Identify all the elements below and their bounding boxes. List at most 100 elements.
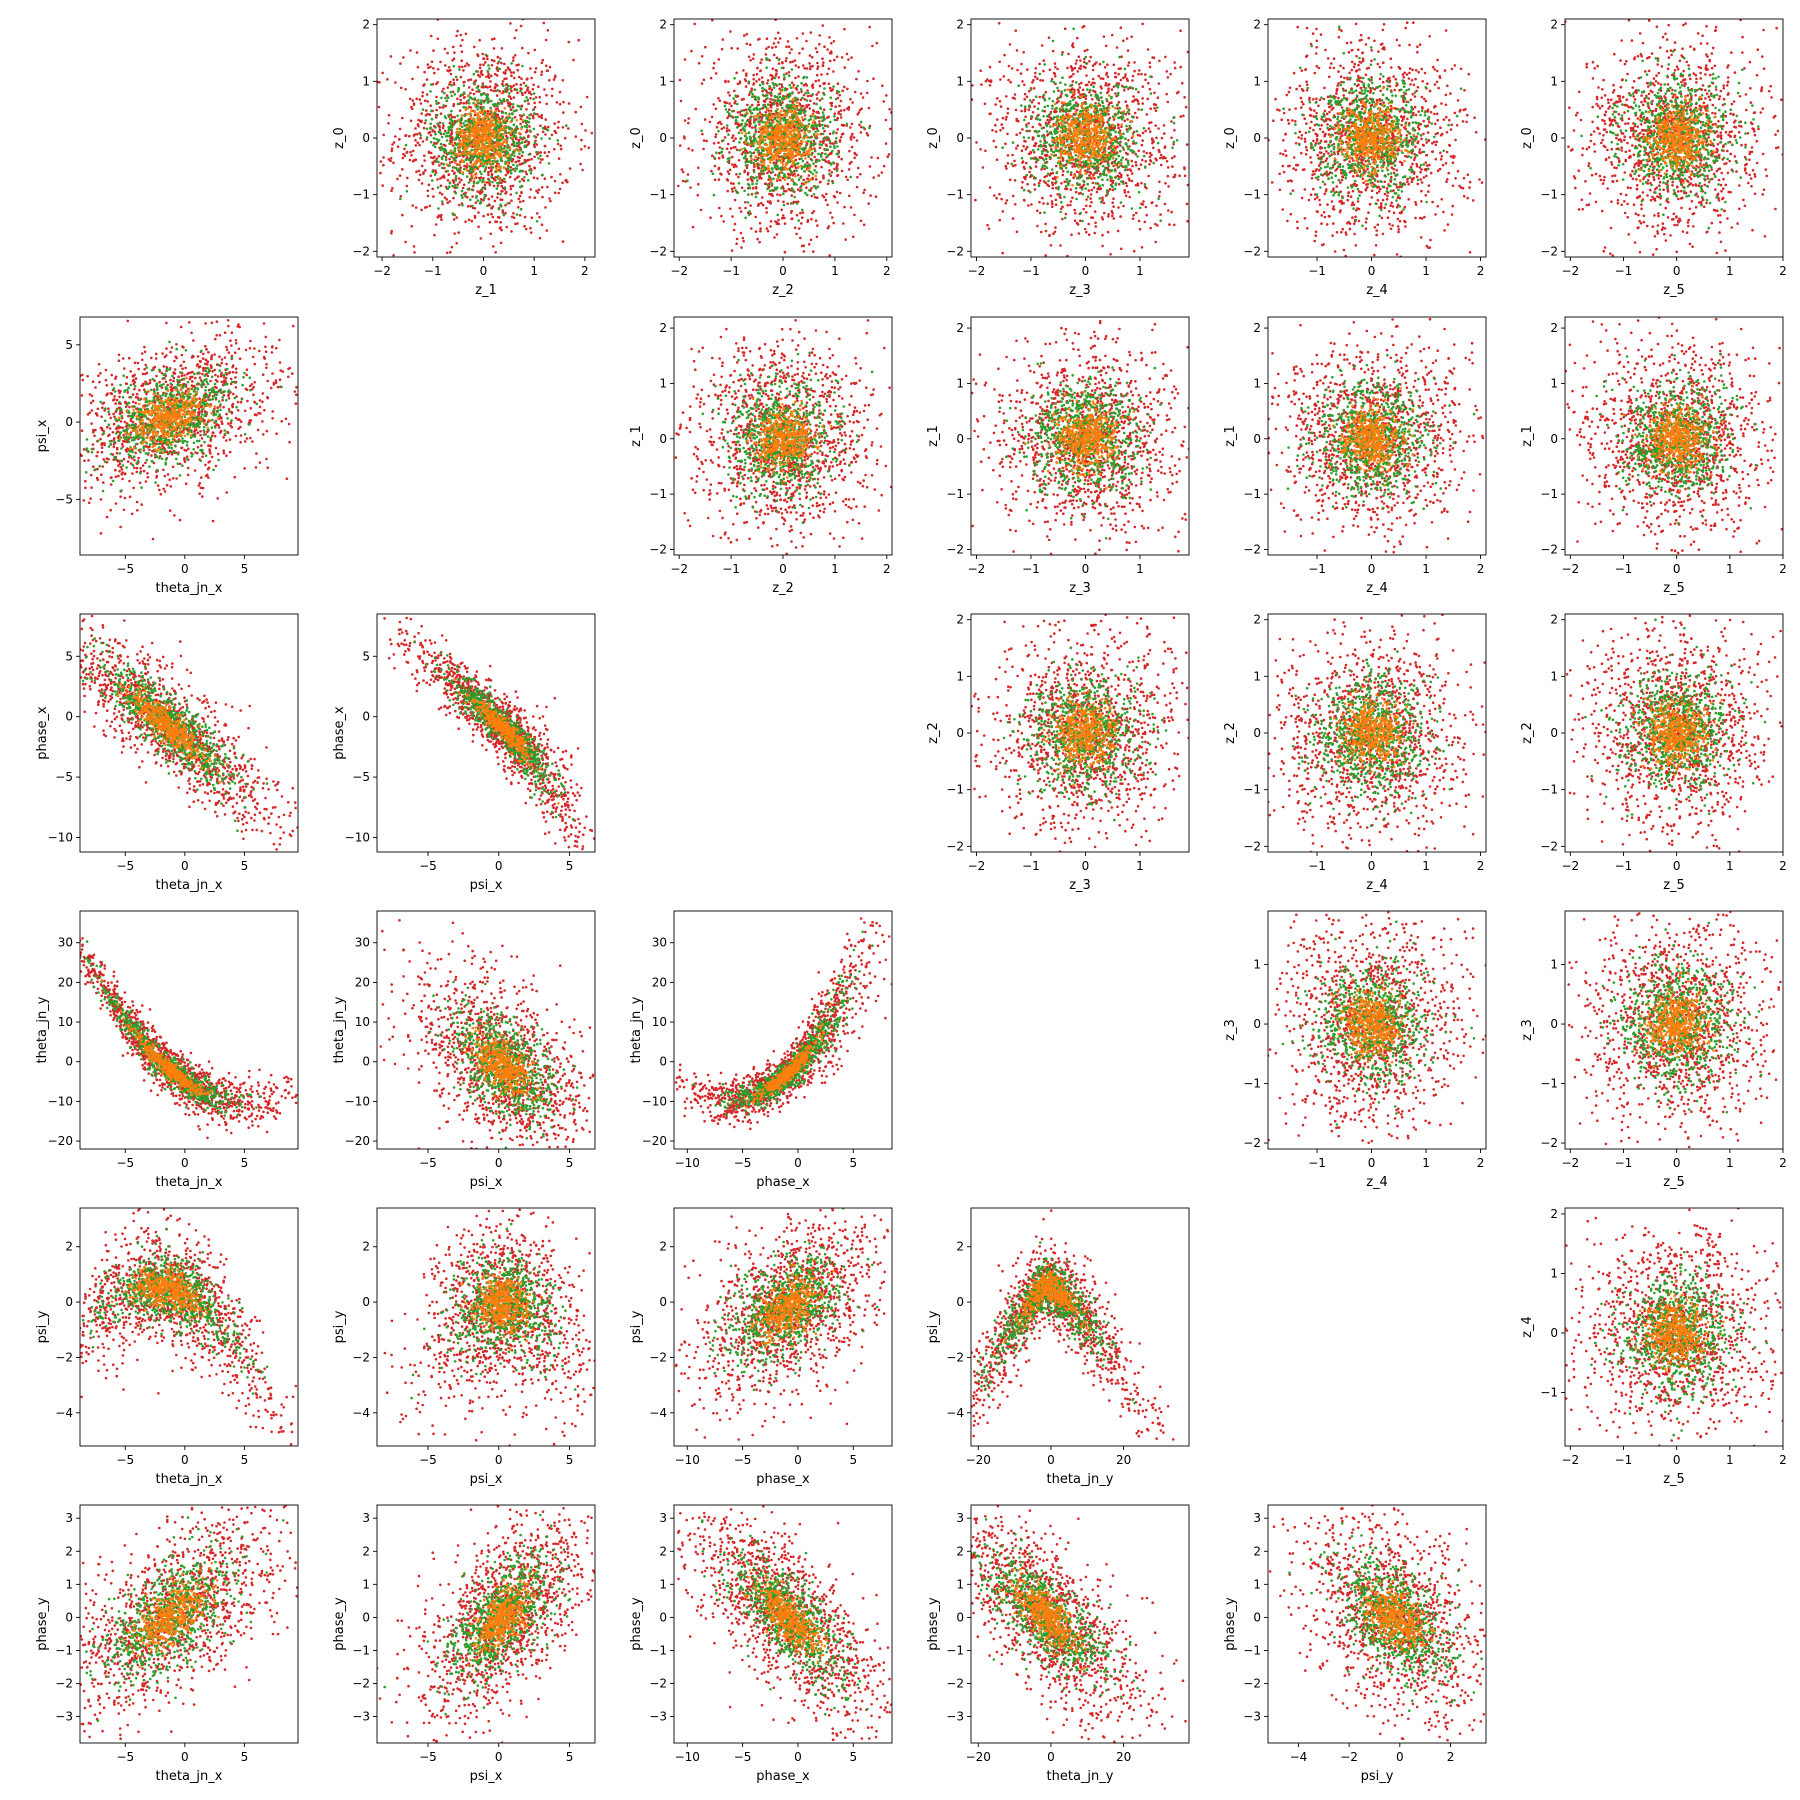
series-orange-point: [779, 120, 782, 123]
series-red-point: [765, 53, 768, 56]
series-orange-point: [518, 150, 521, 153]
series-green-point: [453, 166, 456, 169]
series-red-point: [455, 242, 458, 245]
series-orange-point: [788, 130, 791, 133]
series-red-point: [769, 200, 772, 203]
series-red-point: [510, 74, 513, 77]
series-green-point: [539, 154, 542, 157]
series-red-point: [579, 163, 582, 166]
series-red-point: [843, 206, 846, 209]
series-green-point: [488, 159, 491, 162]
series-red-point: [557, 126, 560, 129]
series-green-point: [473, 73, 476, 76]
series-red-point: [591, 132, 594, 135]
series-red-point: [752, 83, 755, 86]
series-green-point: [749, 106, 752, 109]
series-orange-point: [780, 110, 783, 113]
series-green-point: [807, 140, 810, 143]
series-red-point: [761, 196, 764, 199]
series-red-point: [560, 148, 563, 151]
series-orange-point: [782, 149, 785, 152]
series-red-point: [680, 100, 683, 103]
series-red-point: [427, 63, 430, 66]
series-red-point: [1154, 124, 1157, 127]
series-green-point: [750, 176, 753, 179]
series-green-point: [463, 168, 466, 171]
series-red-point: [409, 98, 412, 101]
series-green-point: [510, 154, 513, 157]
series-red-point: [737, 83, 740, 86]
series-green-point: [529, 129, 532, 132]
series-red-point: [472, 185, 475, 188]
series-green-point: [820, 153, 823, 156]
series-red-point: [447, 179, 450, 182]
series-green-point: [503, 178, 506, 181]
series-orange-point: [490, 164, 493, 167]
series-green-point: [453, 123, 456, 126]
series-red-point: [765, 227, 768, 230]
series-red-point: [541, 186, 544, 189]
series-orange-point: [782, 146, 785, 149]
series-red-point: [828, 67, 831, 70]
series-red-point: [1109, 253, 1112, 256]
series-red-point: [820, 73, 823, 76]
series-orange-point: [778, 143, 781, 146]
series-orange-point: [794, 144, 797, 147]
series-green-point: [828, 173, 831, 176]
series-green-point: [460, 117, 463, 120]
series-green-point: [506, 202, 509, 205]
series-red-point: [797, 75, 800, 78]
series-green-point: [779, 96, 782, 99]
series-red-point: [844, 238, 847, 241]
series-red-point: [845, 176, 848, 179]
series-red-point: [863, 189, 866, 192]
series-red-point: [833, 112, 836, 115]
series-red-point: [1073, 89, 1076, 92]
series-red-point: [551, 88, 554, 91]
series-green-point: [483, 101, 486, 104]
series-green-point: [836, 170, 839, 173]
series-red-point: [479, 67, 482, 70]
series-red-point: [765, 111, 768, 114]
series-red-point: [409, 159, 412, 162]
series-green-point: [480, 101, 483, 104]
series-red-point: [811, 56, 814, 59]
series-red-point: [477, 74, 480, 77]
series-green-point: [749, 117, 752, 120]
series-orange-point: [478, 121, 481, 124]
series-orange-point: [477, 132, 480, 135]
series-red-point: [539, 101, 542, 104]
series-red-point: [719, 146, 722, 149]
series-red-point: [758, 241, 761, 244]
series-green-point: [771, 167, 774, 170]
series-green-point: [832, 85, 835, 88]
series-green-point: [800, 107, 803, 110]
series-red-point: [775, 69, 778, 72]
series-green-point: [772, 171, 775, 174]
series-green-point: [505, 87, 508, 90]
series-orange-point: [753, 115, 756, 118]
series-red-point: [415, 170, 418, 173]
series-green-point: [797, 219, 800, 222]
series-green-point: [457, 103, 460, 106]
series-red-point: [733, 186, 736, 189]
series-red-point: [456, 78, 459, 81]
series-red-point: [451, 137, 454, 140]
series-green-point: [500, 101, 503, 104]
series-red-point: [1117, 73, 1120, 76]
series-red-point: [840, 109, 843, 112]
series-red-point: [541, 158, 544, 161]
series-red-point: [1164, 146, 1167, 149]
series-green-point: [817, 130, 820, 133]
series-red-point: [523, 225, 526, 228]
series-red-point: [714, 179, 717, 182]
series-orange-point: [756, 114, 759, 117]
series-green-point: [751, 183, 754, 186]
series-red-point: [714, 136, 717, 139]
series-red-point: [564, 137, 567, 140]
series-red-point: [780, 209, 783, 212]
series-green-point: [833, 115, 836, 118]
series-green-point: [767, 184, 770, 187]
series-green-point: [749, 151, 752, 154]
series-orange-point: [485, 155, 488, 158]
